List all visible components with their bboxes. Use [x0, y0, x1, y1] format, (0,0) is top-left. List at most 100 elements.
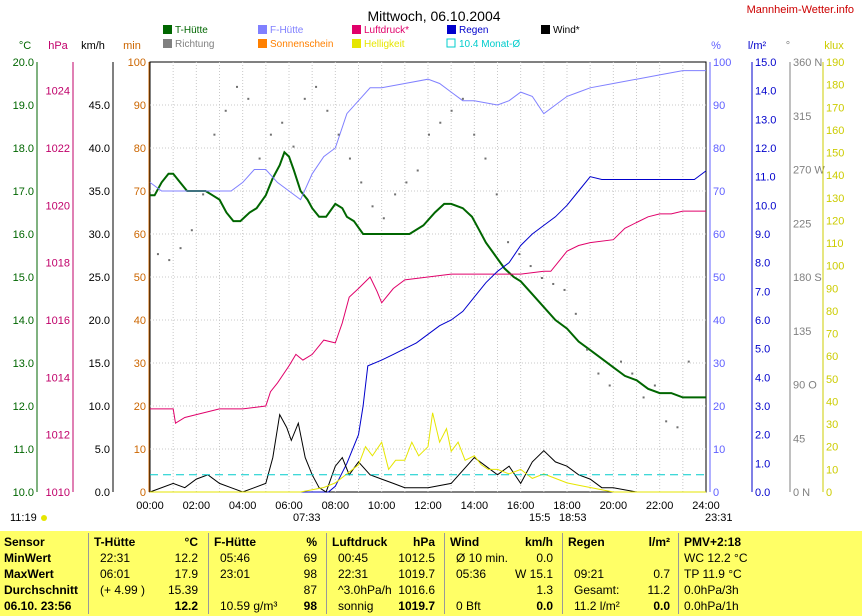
x-tick-label: 00:00: [136, 500, 164, 512]
axis-tick-wind: 15.0: [89, 358, 110, 370]
axis-tick-direction: 360 N: [793, 57, 822, 69]
axis-tick-lux: 170: [826, 102, 844, 114]
stats-row-label: MinWert: [4, 551, 52, 565]
axis-tick-lux: 70: [826, 329, 838, 341]
legend-swatch: [352, 39, 361, 48]
stats-cell-value: 12.2: [174, 551, 198, 565]
stats-panel: Sensor MinWert MaxWert Durchschnitt 06.10. 2…: [0, 531, 862, 616]
axis-tick-humidity: 90: [713, 100, 725, 112]
axis-tick-lux: 190: [826, 57, 844, 69]
axis-tick-lux: 80: [826, 306, 838, 318]
stats-cell-value: 1019.7: [398, 567, 435, 581]
direction-point: [156, 253, 159, 256]
direction-point: [439, 121, 442, 124]
direction-point: [247, 97, 250, 100]
direction-point: [382, 217, 385, 220]
axis-tick-lux: 130: [826, 193, 844, 205]
stats-cell-info: ^3.0hPa/h: [338, 583, 392, 597]
direction-point: [405, 181, 408, 184]
stats-cell-info: 22:31: [100, 551, 131, 565]
x-tick-label: 04:00: [229, 500, 257, 512]
x-tick-label: 20:00: [600, 500, 628, 512]
stats-divider: [208, 533, 209, 614]
legend-label: Sonnenschein: [270, 39, 333, 50]
axis-unit-pressure: hPa: [48, 40, 68, 52]
stats-divider: [326, 533, 327, 614]
stats-col-title: T-Hütte: [94, 535, 136, 549]
axis-tick-rain: 11.0: [755, 172, 776, 184]
chart-title: Mittwoch, 06.10.2004: [367, 8, 500, 24]
stats-cell-value: 0.0: [536, 551, 553, 565]
direction-point: [269, 133, 272, 136]
axis-tick-pressure: 1020: [46, 200, 70, 212]
stats-cell-value: 0.7: [653, 567, 670, 581]
direction-point: [360, 181, 363, 184]
axis-tick-lux: 90: [826, 283, 838, 295]
direction-point: [608, 384, 611, 387]
direction-point: [484, 157, 487, 160]
axis-tick-sun: 70: [134, 186, 146, 198]
stats-cell-value: 1019.7: [398, 599, 435, 613]
axis-tick-lux: 110: [826, 238, 844, 250]
axis-tick-temp: 17.0: [13, 186, 34, 198]
axis-tick-temp: 10.0: [13, 487, 34, 499]
axis-tick-rain: 14.0: [755, 86, 776, 98]
stats-col-unit: km/h: [524, 535, 553, 549]
axis-tick-humidity: 60: [713, 229, 725, 241]
stats-cell-value: 69: [303, 551, 317, 565]
stats-cell-info: 05:46: [220, 551, 251, 565]
series-line-t-h-tte: [150, 150, 706, 399]
axis-tick-lux: 40: [826, 396, 838, 408]
axis-tick-wind: 10.0: [89, 401, 110, 413]
direction-point: [416, 169, 419, 172]
stats-cell-value: 12.2: [174, 599, 198, 613]
axis-tick-rain: 13.0: [755, 114, 776, 126]
stats-cell-info: 11.2 l/m²: [574, 599, 620, 613]
stats-cell-info: 23:01: [220, 567, 251, 581]
stats-cell-value: 11.2: [647, 583, 670, 597]
axis-tick-wind: 0.0: [95, 487, 110, 499]
direction-point: [676, 426, 679, 429]
axis-tick-direction: 225: [793, 218, 811, 230]
stats-cell-info: Gesamt:: [574, 583, 620, 597]
axis-tick-wind: 20.0: [89, 315, 110, 327]
axis-unit-wind: km/h: [81, 40, 105, 52]
stats-col-title: Luftdruck: [332, 535, 388, 549]
stats-cell-info: Ø 10 min.: [456, 551, 509, 565]
axis-tick-sun: 90: [134, 100, 146, 112]
stats-cell-value: 87: [303, 583, 317, 597]
axis-tick-lux: 60: [826, 351, 838, 363]
legend-swatch: [163, 39, 172, 48]
stats-cell-value: W 15.1: [514, 567, 553, 581]
legend-swatch: [163, 25, 172, 34]
axis-tick-sun: 100: [128, 57, 146, 69]
axis-tick-lux: 0: [826, 487, 832, 499]
axis-tick-pressure: 1018: [46, 258, 70, 270]
axis-tick-pressure: 1014: [46, 372, 70, 384]
axis-tick-sun: 10: [134, 444, 146, 456]
legend-label: Wind*: [553, 25, 580, 36]
stats-cell-value: 1.3: [536, 583, 553, 597]
direction-point: [258, 157, 261, 160]
stats-cell-value: 17.9: [174, 567, 198, 581]
direction-point: [619, 360, 622, 363]
stats-col-title: Wind: [450, 535, 480, 549]
direction-point: [552, 282, 555, 285]
axis-unit-sun: min: [123, 40, 141, 52]
axis-tick-humidity: 0: [713, 487, 719, 499]
stats-col-unit: %: [306, 535, 317, 549]
x-tick-label: 24:00: [692, 500, 720, 512]
direction-point: [495, 193, 498, 196]
sun-icon: [41, 515, 47, 521]
axis-tick-direction: 180 S: [793, 272, 822, 284]
axis-tick-lux: 120: [826, 215, 844, 227]
axis-tick-sun: 20: [134, 401, 146, 413]
axis-tick-rain: 15.0: [755, 57, 776, 69]
stats-cell-info: sonnig: [338, 599, 374, 613]
legend-swatch: [447, 25, 456, 34]
axis-tick-wind: 45.0: [89, 100, 110, 112]
x-tick-label: 18:00: [553, 500, 581, 512]
stats-cell-info: 0.0hPa/1h: [684, 599, 739, 613]
direction-point: [665, 420, 668, 423]
sunset-time: 18:53: [559, 512, 587, 524]
